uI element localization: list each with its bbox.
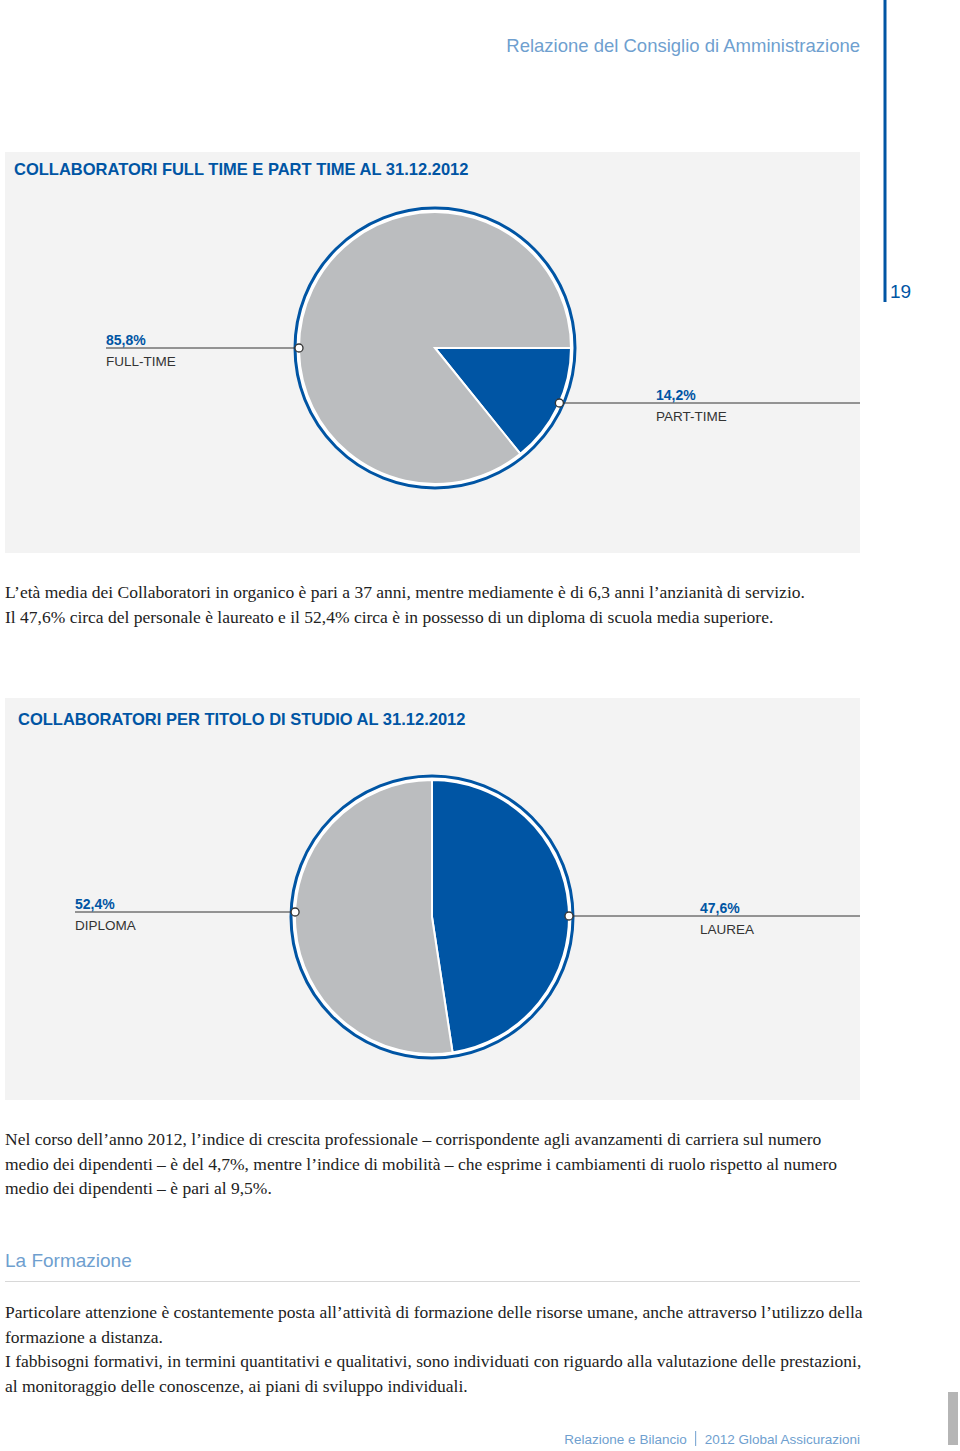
intro-text: L’età media dei Collaboratori in organic… [5,580,863,629]
data-label: 14,2% [656,387,696,403]
chart-panel [5,152,860,553]
paragraph: Nel corso dell’anno 2012, l’indice di cr… [5,1127,863,1201]
section-text: Particolare attenzione è costantemente p… [5,1300,863,1398]
pie-slice [295,780,453,1054]
pie-slice [299,212,571,484]
paragraph: I fabbisogni formativi, in termini quant… [5,1349,863,1398]
data-label: 85,8% [106,332,146,348]
paragraph: Il 47,6% circa del personale è laureato … [5,605,863,630]
category-label: DIPLOMA [75,918,136,933]
chart-title: COLLABORATORI FULL TIME E PART TIME AL 3… [14,160,468,178]
leader-line [559,403,860,404]
footer-separator [695,1431,696,1446]
margin-rule [884,0,887,302]
leader-dot [565,912,573,920]
data-label: 52,4% [75,896,115,912]
footer-company: 2012 Global Assicurazioni [705,1432,860,1447]
header-title: Relazione del Consiglio di Amministrazio… [506,35,860,56]
page-graphics: Relazione del Consiglio di Amministrazio… [0,0,960,1451]
leader-dot [555,399,563,407]
pie-ring [291,776,573,1058]
footer-report: Relazione e Bilancio [564,1432,686,1447]
leader-dot [295,344,303,352]
margin-tab [948,1392,958,1445]
chart-title: COLLABORATORI PER TITOLO DI STUDIO AL 31… [18,710,465,728]
growth-text: Nel corso dell’anno 2012, l’indice di cr… [5,1127,863,1201]
section-title: La Formazione [5,1250,132,1272]
category-label: PART-TIME [656,409,727,424]
leader-dot [291,908,299,916]
page-number: 19 [890,281,911,302]
section-rule [5,1281,860,1282]
category-label: FULL-TIME [106,354,176,369]
chart-panel [5,698,860,1100]
category-label: LAUREA [700,922,754,937]
pie-ring [295,208,575,488]
data-label: 47,6% [700,900,740,916]
paragraph: Particolare attenzione è costantemente p… [5,1300,863,1349]
footer: 2012 Global Assicurazioni Relazione e Bil… [564,1431,860,1447]
paragraph: L’età media dei Collaboratori in organic… [5,580,863,605]
pie-slice [432,780,569,1052]
